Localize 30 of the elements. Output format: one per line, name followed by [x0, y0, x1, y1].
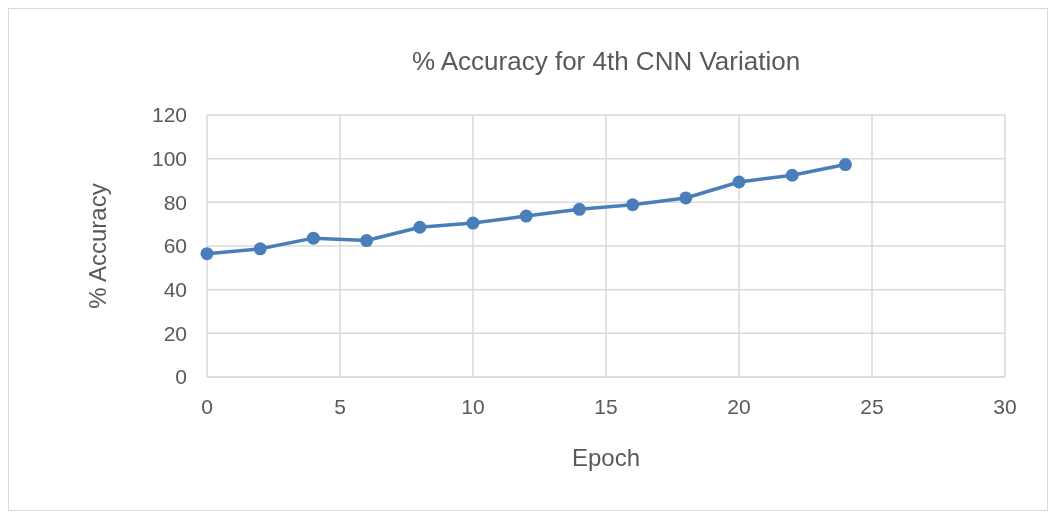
x-tick-label: 10 [461, 395, 485, 418]
y-tick-label: 0 [175, 365, 187, 389]
x-tick-label: 20 [727, 395, 751, 418]
point [466, 216, 480, 230]
point [413, 220, 427, 234]
point [519, 209, 533, 223]
x-tick-label: 25 [860, 395, 884, 418]
y-tick-label: 40 [163, 278, 187, 302]
point [679, 191, 693, 205]
x-tick-label: 0 [201, 395, 213, 418]
y-tick-label: 120 [151, 103, 187, 127]
point [572, 202, 586, 216]
x-tick-label: 5 [334, 395, 346, 418]
point [732, 175, 746, 189]
point [785, 168, 799, 182]
point [360, 234, 374, 248]
y-tick-label: 80 [163, 190, 187, 214]
y-tick-label: 20 [163, 321, 187, 345]
point [200, 247, 214, 261]
y-axis-title: % Accuracy [84, 183, 111, 309]
point [626, 198, 640, 212]
chart-title: % Accuracy for 4th CNN Variation [411, 46, 801, 76]
x-axis-title: Epoch [571, 444, 641, 471]
point [253, 242, 267, 256]
y-tick-label: 100 [151, 147, 187, 171]
y-tick-label: 60 [163, 234, 187, 258]
x-tick-label: 15 [594, 395, 618, 418]
x-tick-label: 30 [993, 395, 1017, 418]
point [306, 231, 320, 245]
point [838, 158, 852, 172]
